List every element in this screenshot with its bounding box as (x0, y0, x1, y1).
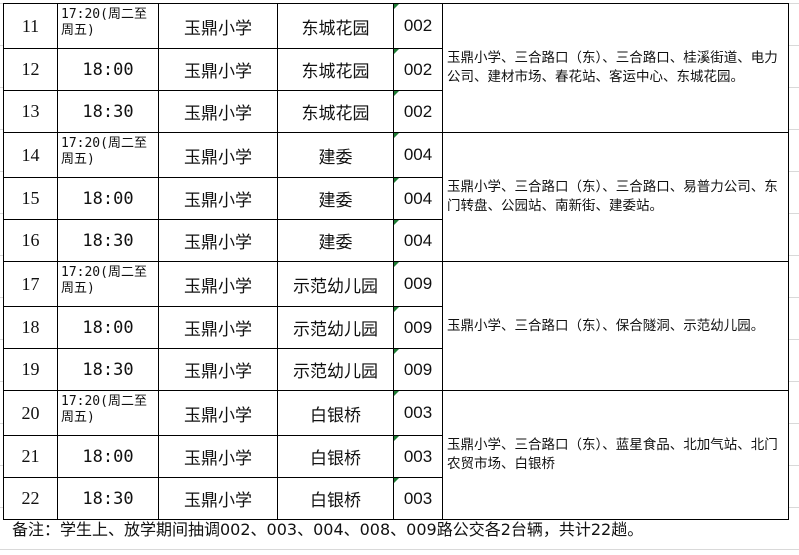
route-number: 002 (393, 3, 443, 49)
table-row: 19 18:30 玉鼎小学 示范幼儿园 009 (3, 348, 789, 391)
departure-time: 18:00 (57, 435, 159, 478)
destination-cell: 示范幼儿园 (277, 348, 394, 391)
footnote: 备注：学生上、放学期间抽调002、003、004、008、009路公交各2台辆，… (12, 520, 644, 539)
table-row: 13 18:30 玉鼎小学 东城花园 002 (3, 90, 789, 133)
table-row: 11 17:20(周二至周五) 玉鼎小学 东城花园 002 玉鼎小学、三合路口（东）、三合… (3, 3, 789, 133)
origin-cell: 玉鼎小学 (158, 90, 278, 133)
route-number: 003 (393, 390, 443, 436)
route-number: 004 (393, 177, 443, 220)
row-number: 22 (3, 477, 58, 520)
row-number: 13 (3, 90, 58, 133)
stops-cell: 玉鼎小学、三合路口（东）、三合路口、桂溪街道、电力公司、建材市场、春花站、客运中… (442, 3, 789, 133)
route-number: 009 (393, 306, 443, 349)
origin-cell: 玉鼎小学 (158, 477, 278, 520)
departure-time: 18:30 (57, 477, 159, 520)
stops-cell: 玉鼎小学、三合路口（东）、三合路口、易普力公司、东门转盘、公园站、南新街、建委站… (442, 132, 789, 262)
row-number: 16 (3, 219, 58, 262)
table-row: 18 18:00 玉鼎小学 示范幼儿园 009 (3, 306, 789, 349)
departure-time: 18:00 (57, 177, 159, 220)
origin-cell: 玉鼎小学 (158, 177, 278, 220)
origin-cell: 玉鼎小学 (158, 435, 278, 478)
departure-time: 18:00 (57, 306, 159, 349)
table-row: 22 18:30 玉鼎小学 白银桥 003 (3, 477, 789, 520)
table-row: 21 18:00 玉鼎小学 白银桥 003 (3, 435, 789, 478)
route-number: 009 (393, 348, 443, 391)
row-number: 15 (3, 177, 58, 220)
row-number: 19 (3, 348, 58, 391)
departure-time: 18:30 (57, 90, 159, 133)
origin-cell: 玉鼎小学 (158, 219, 278, 262)
route-number: 003 (393, 477, 443, 520)
table-row: 20 17:20(周二至周五) 玉鼎小学 白银桥 003 玉鼎小学、三合路口（东）、蓝星食… (3, 390, 789, 520)
departure-time: 18:30 (57, 219, 159, 262)
destination-cell: 建委 (277, 132, 394, 178)
table-row: 16 18:30 玉鼎小学 建委 004 (3, 219, 789, 262)
origin-cell: 玉鼎小学 (158, 3, 278, 49)
departure-time: 17:20(周二至周五) (57, 132, 159, 178)
route-number: 002 (393, 48, 443, 91)
table-row: 17 17:20(周二至周五) 玉鼎小学 示范幼儿园 009 玉鼎小学、三合路口（东）、保… (3, 261, 789, 391)
destination-cell: 示范幼儿园 (277, 306, 394, 349)
route-number: 002 (393, 90, 443, 133)
departure-time: 18:30 (57, 348, 159, 391)
destination-cell: 建委 (277, 219, 394, 262)
destination-cell: 东城花园 (277, 3, 394, 49)
route-number: 004 (393, 132, 443, 178)
row-number: 21 (3, 435, 58, 478)
row-number: 18 (3, 306, 58, 349)
origin-cell: 玉鼎小学 (158, 306, 278, 349)
destination-cell: 东城花园 (277, 48, 394, 91)
stops-cell: 玉鼎小学、三合路口（东）、保合隧洞、示范幼儿园。 (442, 261, 789, 391)
table-row: 12 18:00 玉鼎小学 东城花园 002 (3, 48, 789, 91)
stops-cell: 玉鼎小学、三合路口（东）、蓝星食品、北加气站、北门农贸市场、白银桥 (442, 390, 789, 520)
destination-cell: 白银桥 (277, 435, 394, 478)
origin-cell: 玉鼎小学 (158, 390, 278, 436)
departure-time: 17:20(周二至周五) (57, 261, 159, 307)
row-number: 12 (3, 48, 58, 91)
table-row: 15 18:00 玉鼎小学 建委 004 (3, 177, 789, 220)
departure-time: 17:20(周二至周五) (57, 390, 159, 436)
destination-cell: 示范幼儿园 (277, 261, 394, 307)
row-number: 20 (3, 390, 58, 436)
table-row: 14 17:20(周二至周五) 玉鼎小学 建委 004 玉鼎小学、三合路口（东）、三合路口… (3, 132, 789, 262)
route-number: 004 (393, 219, 443, 262)
origin-cell: 玉鼎小学 (158, 261, 278, 307)
origin-cell: 玉鼎小学 (158, 348, 278, 391)
destination-cell: 建委 (277, 177, 394, 220)
destination-cell: 白银桥 (277, 390, 394, 436)
destination-cell: 白银桥 (277, 477, 394, 520)
route-number: 009 (393, 261, 443, 307)
row-number: 14 (3, 132, 58, 178)
origin-cell: 玉鼎小学 (158, 48, 278, 91)
destination-cell: 东城花园 (277, 90, 394, 133)
row-number: 11 (3, 3, 58, 49)
bus-schedule-table: 11 17:20(周二至周五) 玉鼎小学 东城花园 002 玉鼎小学、三合路口（东）、三合… (3, 3, 789, 520)
row-number: 17 (3, 261, 58, 307)
route-number: 003 (393, 435, 443, 478)
departure-time: 17:20(周二至周五) (57, 3, 159, 49)
departure-time: 18:00 (57, 48, 159, 91)
origin-cell: 玉鼎小学 (158, 132, 278, 178)
